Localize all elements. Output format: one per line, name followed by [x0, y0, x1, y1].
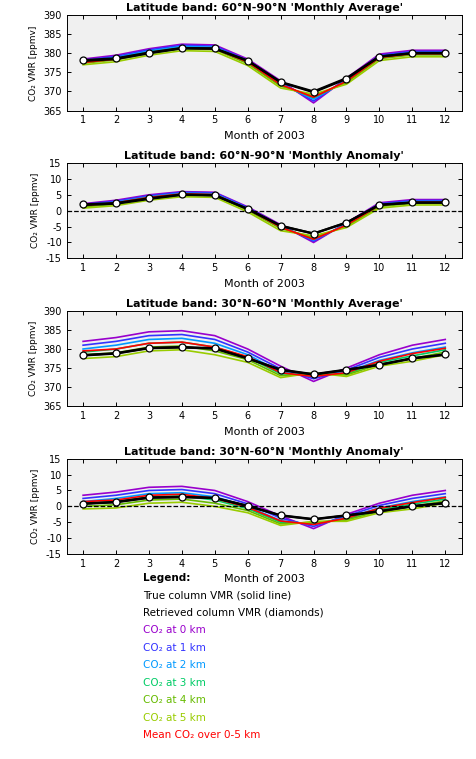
Title: Latitude band: 30°N-60°N 'Monthly Average': Latitude band: 30°N-60°N 'Monthly Averag…: [126, 298, 403, 309]
Text: CO₂ at 4 km: CO₂ at 4 km: [143, 695, 206, 705]
Text: CO₂ at 2 km: CO₂ at 2 km: [143, 660, 206, 670]
Title: Latitude band: 30°N-60°N 'Monthly Anomaly': Latitude band: 30°N-60°N 'Monthly Anomal…: [124, 446, 404, 456]
Y-axis label: CO₂ VMR [ppmv]: CO₂ VMR [ppmv]: [31, 469, 40, 544]
X-axis label: Month of 2003: Month of 2003: [224, 575, 305, 584]
Title: Latitude band: 60°N-90°N 'Monthly Anomaly': Latitude band: 60°N-90°N 'Monthly Anomal…: [124, 151, 404, 161]
Text: True column VMR (solid line): True column VMR (solid line): [143, 591, 291, 600]
X-axis label: Month of 2003: Month of 2003: [224, 131, 305, 141]
Text: Mean CO₂ over 0-5 km: Mean CO₂ over 0-5 km: [143, 730, 260, 740]
Text: CO₂ at 1 km: CO₂ at 1 km: [143, 643, 206, 653]
X-axis label: Month of 2003: Month of 2003: [224, 427, 305, 436]
Text: Retrieved column VMR (diamonds): Retrieved column VMR (diamonds): [143, 608, 323, 618]
Text: CO₂ at 5 km: CO₂ at 5 km: [143, 713, 206, 723]
Title: Latitude band: 60°N-90°N 'Monthly Average': Latitude band: 60°N-90°N 'Monthly Averag…: [126, 3, 403, 13]
Text: Legend:: Legend:: [143, 573, 190, 583]
Y-axis label: CO₂ VMR [ppmv]: CO₂ VMR [ppmv]: [31, 173, 40, 248]
Text: CO₂ at 3 km: CO₂ at 3 km: [143, 678, 206, 688]
Y-axis label: CO₂ VMR [ppmv]: CO₂ VMR [ppmv]: [29, 25, 38, 100]
Y-axis label: CO₂ VMR [ppmv]: CO₂ VMR [ppmv]: [29, 321, 38, 396]
Text: CO₂ at 0 km: CO₂ at 0 km: [143, 625, 206, 635]
X-axis label: Month of 2003: Month of 2003: [224, 279, 305, 289]
